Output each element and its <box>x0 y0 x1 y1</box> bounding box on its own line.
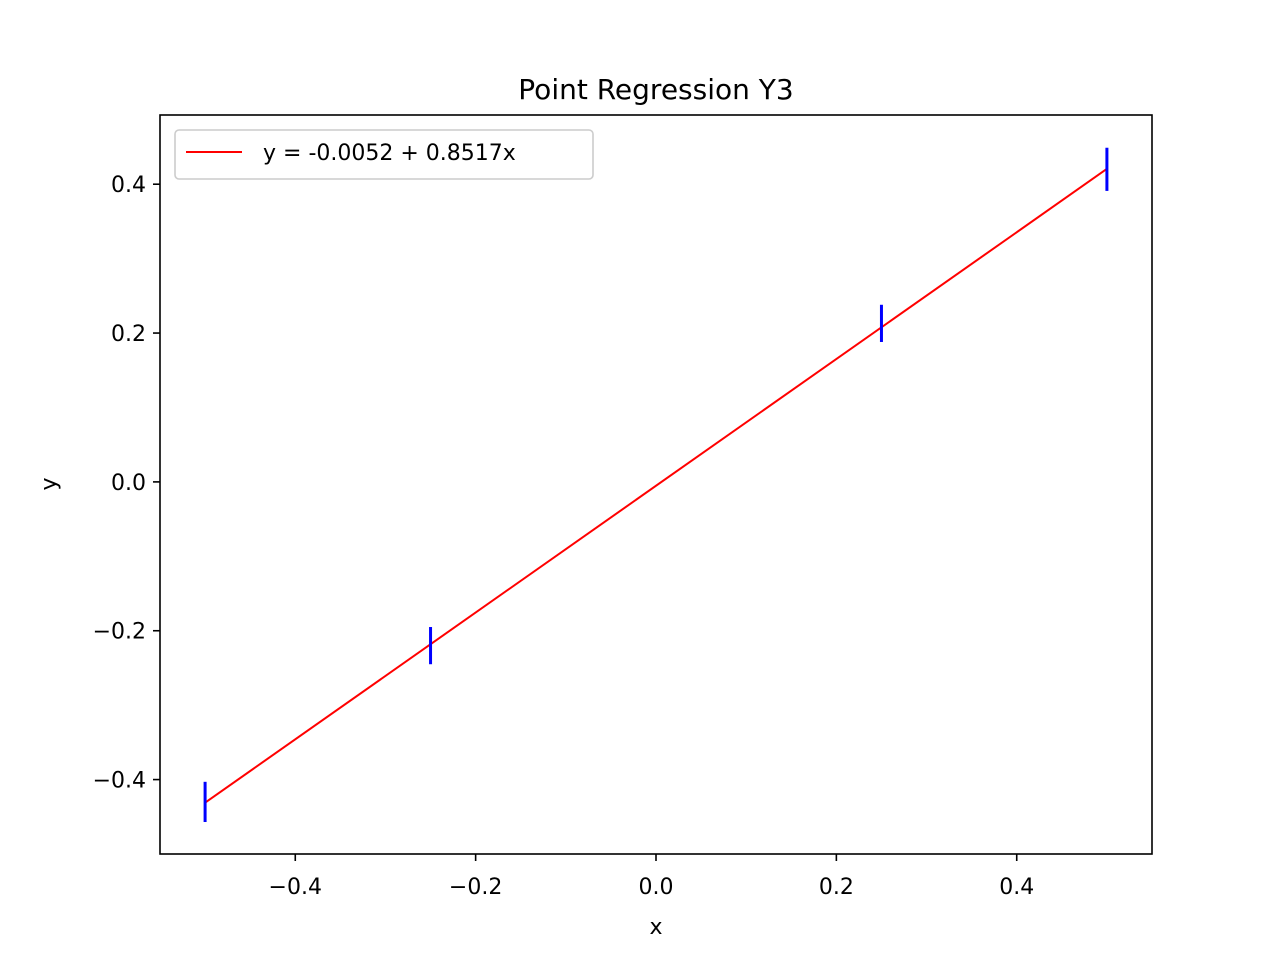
legend-label-fit-line: y = -0.0052 + 0.8517x <box>263 141 516 166</box>
y-tick-label: 0.2 <box>111 322 146 347</box>
legend-box <box>174 129 594 180</box>
y-tick-label: −0.4 <box>93 769 146 794</box>
x-tick-label: 0.2 <box>819 875 854 900</box>
x-tick-label: 0.0 <box>639 875 674 900</box>
chart-title: Point Regression Y3 <box>518 73 793 106</box>
plot-area <box>203 147 1109 822</box>
y-axis-label: y <box>37 477 62 490</box>
x-tick-label: −0.2 <box>449 875 502 900</box>
x-axis: −0.4 −0.2 0.0 0.2 0.4 <box>269 854 1034 900</box>
x-tick-label: 0.4 <box>999 875 1034 900</box>
fit-line <box>204 168 1108 804</box>
y-tick-label: 0.4 <box>111 173 146 198</box>
y-tick-label: 0.0 <box>111 471 146 496</box>
y-tick-label: −0.2 <box>93 620 146 645</box>
y-axis: −0.4 −0.2 0.0 0.2 0.4 <box>93 173 160 794</box>
legend: y = -0.0052 + 0.8517x <box>174 129 594 180</box>
x-tick-label: −0.4 <box>269 875 322 900</box>
x-axis-label: x <box>649 915 662 940</box>
